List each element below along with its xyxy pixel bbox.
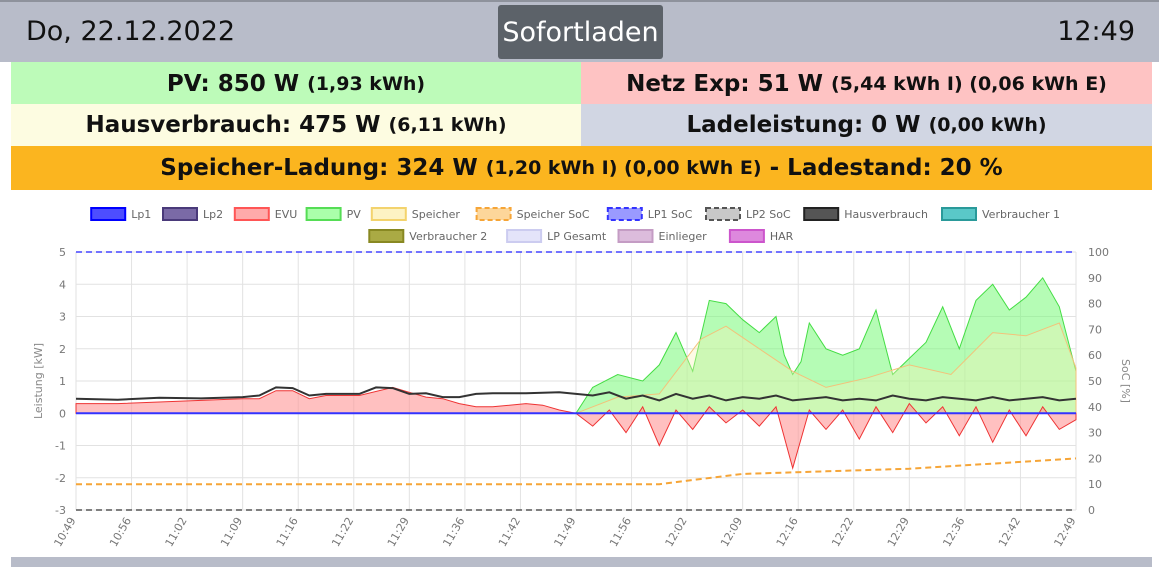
legend-swatch-verbraucher-1 bbox=[941, 207, 977, 221]
evu-series bbox=[75, 386, 1077, 470]
legend-label-lp1-soc: LP1 SoC bbox=[648, 208, 693, 221]
y2-tick-label: 0 bbox=[1088, 504, 1095, 517]
y-tick-label: 4 bbox=[59, 278, 66, 291]
x-tick-label: 11:22 bbox=[329, 515, 356, 549]
x-tick-label: 12:36 bbox=[940, 515, 967, 549]
legend-swatch-hausverbrauch bbox=[803, 207, 840, 221]
x-tick-label: 10:56 bbox=[107, 515, 134, 549]
y-axis-title: Leistung [kW] bbox=[32, 343, 45, 419]
legend-swatch-einlieger bbox=[617, 229, 654, 243]
power-chart[interactable]: Lp1 Lp2 EVU PV Speicher Speicher SoC LP1 SoC LP… bbox=[0, 190, 1159, 557]
y2-tick-label: 90 bbox=[1088, 272, 1102, 285]
y-tick-label: -3 bbox=[55, 504, 66, 517]
lade-label: Ladeleistung: 0 W bbox=[686, 112, 921, 138]
y-tick-label: 5 bbox=[59, 246, 66, 259]
legend-swatch-lp2-soc bbox=[705, 207, 741, 221]
pv-summary: PV: 850 W (1,93 kWh) bbox=[11, 62, 581, 106]
legend-label-lp-gesamt: LP Gesamt bbox=[547, 230, 607, 243]
y2-tick-label: 100 bbox=[1088, 246, 1109, 259]
speicher-soc-series bbox=[76, 457, 1077, 486]
legend-label-hausverbrauch: Hausverbrauch bbox=[844, 208, 928, 221]
y-tick-label: 2 bbox=[59, 343, 66, 356]
legend-label-har: HAR bbox=[770, 230, 794, 243]
charge-mode-button[interactable]: Sofortladen bbox=[498, 5, 663, 59]
ladeleistung-summary: Ladeleistung: 0 W (0,00 kWh) bbox=[581, 104, 1152, 146]
legend-label-verbraucher-2: Verbraucher 2 bbox=[409, 230, 487, 243]
y2-tick-label: 60 bbox=[1088, 349, 1102, 362]
pv-series bbox=[75, 276, 1077, 414]
y-tick-label: -2 bbox=[55, 472, 66, 485]
pv-detail: (1,93 kWh) bbox=[307, 73, 426, 95]
legend-label-speicher: Speicher bbox=[412, 208, 461, 221]
legend-label-evu: EVU bbox=[275, 208, 298, 221]
y2-tick-label: 70 bbox=[1088, 323, 1102, 336]
speicher-detail: (1,20 kWh I) (0,00 kWh E) bbox=[485, 157, 762, 179]
legend-label-lp2: Lp2 bbox=[203, 208, 223, 221]
x-tick-label: 12:09 bbox=[718, 515, 745, 549]
y2-axis-title: SoC [%] bbox=[1119, 359, 1132, 403]
legend-swatch-evu bbox=[233, 207, 270, 221]
legend-label-speicher-soc: Speicher SoC bbox=[517, 208, 590, 221]
footer-bar bbox=[11, 557, 1152, 567]
legend-swatch-verbraucher-2 bbox=[368, 229, 405, 243]
legend-label-lp2-soc: LP2 SoC bbox=[746, 208, 791, 221]
legend-label-verbraucher-1: Verbraucher 1 bbox=[982, 208, 1060, 221]
x-tick-label: 10:49 bbox=[51, 515, 78, 549]
y2-tick-label: 30 bbox=[1088, 427, 1102, 440]
y2-tick-label: 50 bbox=[1088, 375, 1102, 388]
y2-tick-label: 40 bbox=[1088, 401, 1102, 414]
x-tick-label: 12:29 bbox=[885, 515, 912, 549]
legend-label-einlieger: Einlieger bbox=[659, 230, 708, 243]
speicher-series bbox=[75, 322, 1077, 414]
legend-label-lp1: Lp1 bbox=[131, 208, 151, 221]
y2-tick-label: 20 bbox=[1088, 452, 1102, 465]
y-tick-label: -1 bbox=[55, 440, 66, 453]
legend-swatch-pv bbox=[305, 207, 342, 221]
header-time: 12:49 bbox=[1057, 16, 1135, 47]
lade-detail: (0,00 kWh) bbox=[928, 114, 1047, 136]
x-tick-label: 12:22 bbox=[829, 515, 856, 549]
y-tick-label: 0 bbox=[59, 407, 66, 420]
speicher-summary: Speicher-Ladung: 324 W (1,20 kWh I) (0,0… bbox=[11, 146, 1152, 190]
y-tick-label: 3 bbox=[59, 311, 66, 324]
x-tick-label: 11:16 bbox=[274, 515, 301, 549]
x-tick-label: 11:02 bbox=[163, 515, 190, 549]
netz-detail: (5,44 kWh I) (0,06 kWh E) bbox=[831, 73, 1107, 95]
legend-swatch-lp1-soc bbox=[606, 207, 643, 221]
legend-label-pv: PV bbox=[347, 208, 362, 221]
hausverbrauch-summary: Hausverbrauch: 475 W (6,11 kWh) bbox=[11, 104, 581, 146]
legend-swatch-har bbox=[728, 229, 765, 243]
x-tick-label: 11:09 bbox=[218, 515, 245, 549]
y2-tick-label: 10 bbox=[1088, 478, 1102, 491]
y2-tick-label: 80 bbox=[1088, 298, 1102, 311]
legend-swatch-lp1 bbox=[90, 207, 127, 221]
header-bar: Do, 22.12.2022 Sofortladen 12:49 bbox=[0, 0, 1159, 62]
x-tick-label: 11:42 bbox=[496, 515, 523, 549]
x-tick-label: 12:16 bbox=[774, 515, 801, 549]
haus-detail: (6,11 kWh) bbox=[388, 114, 507, 136]
y-tick-label: 1 bbox=[59, 375, 66, 388]
x-tick-label: 11:29 bbox=[385, 515, 412, 549]
x-tick-label: 12:49 bbox=[1051, 515, 1078, 549]
x-tick-label: 11:36 bbox=[440, 515, 467, 549]
speicher-tail: - Ladestand: 20 % bbox=[769, 155, 1003, 181]
x-tick-label: 11:56 bbox=[607, 515, 634, 549]
pv-label: PV: 850 W bbox=[166, 71, 300, 97]
legend-swatch-lp-gesamt bbox=[506, 229, 543, 243]
netz-label: Netz Exp: 51 W bbox=[626, 71, 823, 97]
speicher-label: Speicher-Ladung: 324 W bbox=[160, 155, 478, 181]
x-tick-label: 12:42 bbox=[996, 515, 1023, 549]
haus-label: Hausverbrauch: 475 W bbox=[85, 112, 381, 138]
legend-swatch-speicher bbox=[370, 207, 407, 221]
legend-swatch-lp2 bbox=[162, 207, 198, 221]
hausverbrauch-series bbox=[75, 386, 1077, 402]
x-tick-label: 11:49 bbox=[551, 515, 578, 549]
netz-summary: Netz Exp: 51 W (5,44 kWh I) (0,06 kWh E) bbox=[581, 62, 1152, 106]
header-date: Do, 22.12.2022 bbox=[26, 16, 236, 47]
legend-swatch-speicher-soc bbox=[475, 207, 512, 221]
x-tick-label: 12:02 bbox=[663, 515, 690, 549]
